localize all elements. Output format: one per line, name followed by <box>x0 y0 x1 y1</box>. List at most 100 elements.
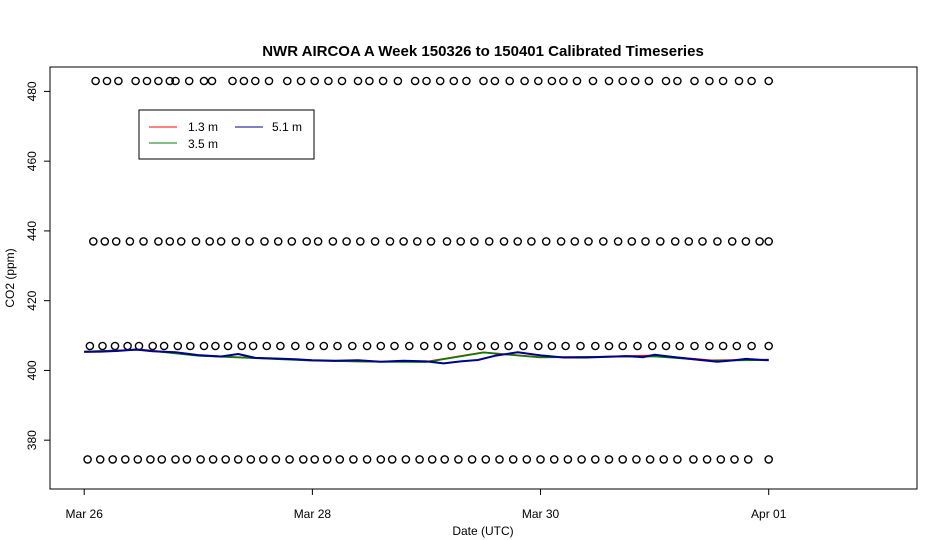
calibration-point <box>559 76 568 86</box>
calibration-point <box>454 455 463 464</box>
calibration-point <box>481 455 491 464</box>
calibration-point <box>165 76 175 86</box>
calibration-point <box>378 76 388 86</box>
calibration-point <box>328 237 338 246</box>
calibration-point <box>110 341 120 351</box>
calibration-point <box>154 237 163 246</box>
calibration-point <box>171 76 180 86</box>
calibration-point <box>675 341 685 351</box>
calibration-point <box>684 237 694 246</box>
calibration-point <box>764 455 774 464</box>
calibration-point <box>401 455 411 464</box>
calibration-point <box>262 341 272 351</box>
calibration-point <box>747 341 756 351</box>
calibration-point <box>91 76 100 86</box>
calibration-point <box>633 341 642 351</box>
calibration-point <box>310 76 320 86</box>
calibration-point <box>591 341 600 351</box>
calibration-point <box>644 76 654 86</box>
calibration-point <box>670 237 680 246</box>
calibration-point <box>324 76 333 86</box>
calibration-point <box>630 76 640 86</box>
calibration-point <box>456 237 466 246</box>
calibration-point <box>111 237 121 246</box>
calibration-point <box>223 341 233 351</box>
calibration-point <box>645 455 655 464</box>
calibration-point <box>176 237 186 246</box>
calibration-point <box>755 237 764 246</box>
calibration-point <box>154 76 163 86</box>
calibration-point <box>412 237 422 246</box>
calibration-point <box>641 237 650 246</box>
calibration-point <box>148 341 157 351</box>
calibration-point <box>632 455 641 464</box>
y-axis-label: CO2 (ppm) <box>3 248 17 307</box>
calibration-point <box>419 341 429 351</box>
calibration-point <box>248 341 258 351</box>
calibration-point <box>250 76 260 86</box>
calibration-point <box>196 455 205 464</box>
calibration-point <box>734 76 744 86</box>
calibration-point <box>484 237 494 246</box>
y-tick-label: 460 <box>25 151 39 171</box>
calibration-point <box>362 341 372 351</box>
calibration-point <box>287 237 297 246</box>
calibration-point <box>467 455 477 464</box>
calibration-point <box>276 341 285 351</box>
calibration-point <box>165 237 175 246</box>
calibration-point <box>83 455 92 464</box>
calibration-point <box>184 76 194 86</box>
calibration-point <box>216 237 226 246</box>
calibration-point <box>591 455 600 464</box>
calibration-point <box>399 237 408 246</box>
calibration-point <box>661 341 671 351</box>
calibration-point <box>125 237 135 246</box>
calibration-point <box>228 76 237 86</box>
calibration-point <box>713 237 722 246</box>
calibration-point <box>121 455 130 464</box>
calibration-point <box>370 237 380 246</box>
calibration-point <box>490 76 500 86</box>
calibration-point <box>133 455 143 464</box>
calibration-point <box>476 341 486 351</box>
calibration-point <box>570 237 580 246</box>
calibration-point <box>490 341 500 351</box>
calibration-point <box>302 237 312 246</box>
x-tick-label: Mar 26 <box>66 507 104 521</box>
calibration-point <box>415 455 424 464</box>
calibration-point <box>173 341 183 351</box>
calibration-point <box>404 341 414 351</box>
calibration-point <box>347 341 357 351</box>
calibration-point <box>576 341 585 351</box>
y-tick-label: 480 <box>25 81 39 101</box>
calibration-point <box>604 341 614 351</box>
x-tick-label: Mar 28 <box>294 507 332 521</box>
calibration-point <box>741 237 751 246</box>
calibration-point <box>290 341 300 351</box>
calibration-point <box>285 455 294 464</box>
calibration-point <box>108 455 117 464</box>
calibration-point <box>376 455 386 464</box>
calibration-point <box>355 237 365 246</box>
calibration-point <box>365 76 374 86</box>
calibration-point <box>705 76 714 86</box>
calibration-point <box>698 237 707 246</box>
calibration-point <box>260 237 269 246</box>
calibration-point <box>387 455 397 464</box>
calibration-point <box>563 455 573 464</box>
calibration-point <box>508 455 518 464</box>
calibration-point <box>427 455 437 464</box>
calibration-point <box>673 76 682 86</box>
calibration-point <box>205 237 214 246</box>
calibration-point <box>449 76 459 86</box>
calibration-point <box>273 237 283 246</box>
calibration-point <box>730 455 739 464</box>
calibration-point <box>123 341 132 351</box>
calibration-point <box>422 76 431 86</box>
calibration-point <box>95 455 105 464</box>
legend-label-3-5m: 3.5 m <box>188 137 218 151</box>
y-tick-label: 400 <box>25 360 39 380</box>
chart-title: NWR AIRCOA A Week 150326 to 150401 Calib… <box>262 43 704 60</box>
series-layer <box>84 348 769 365</box>
